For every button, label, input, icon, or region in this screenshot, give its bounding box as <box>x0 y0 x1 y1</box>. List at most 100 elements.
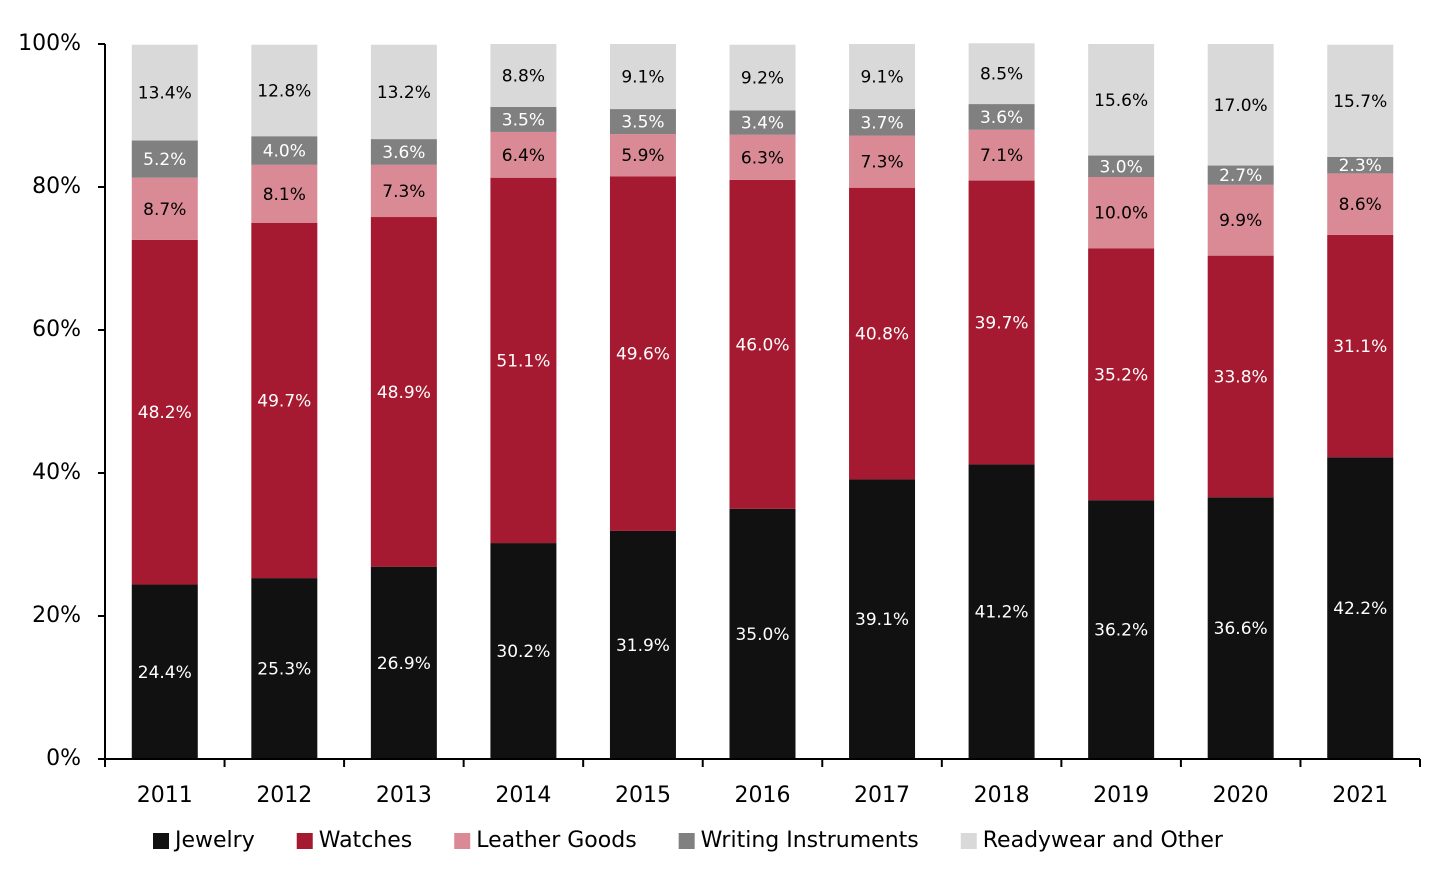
x-tick-label: 2017 <box>854 783 910 808</box>
bar-segment <box>849 135 916 188</box>
bar-segment <box>1088 44 1155 156</box>
legend-swatch <box>960 833 977 849</box>
x-tick-label: 2012 <box>256 783 312 808</box>
data-label: 8.8% <box>502 66 545 86</box>
data-label: 7.3% <box>382 182 425 202</box>
bar-segment <box>609 44 676 110</box>
x-tick-label: 2020 <box>1213 783 1269 808</box>
bar-segment <box>1327 44 1394 157</box>
bar-segment <box>1327 156 1394 174</box>
data-label: 49.7% <box>257 391 311 411</box>
data-label: 5.2% <box>143 150 186 170</box>
bar-segment <box>849 109 916 136</box>
x-tick-label: 2013 <box>376 783 432 808</box>
bar-segment <box>131 239 198 585</box>
data-label: 48.9% <box>377 383 431 403</box>
data-label: 3.5% <box>621 113 664 133</box>
data-label: 3.4% <box>741 114 784 134</box>
data-label: 2.3% <box>1339 156 1382 176</box>
data-label: 8.5% <box>980 65 1023 85</box>
data-label: 6.3% <box>741 148 784 168</box>
data-label: 41.2% <box>975 603 1029 623</box>
data-label: 35.2% <box>1094 365 1148 385</box>
bar-segment <box>251 222 318 579</box>
bar-segment <box>370 139 437 165</box>
x-tick-label: 2011 <box>137 783 193 808</box>
legend-label: Jewelry <box>173 828 255 853</box>
bar-segment <box>1207 255 1274 498</box>
legend-label: Watches <box>319 828 413 853</box>
legend-label: Leather Goods <box>476 828 636 853</box>
data-label: 39.7% <box>975 313 1029 333</box>
bar-segment <box>729 110 796 135</box>
bar-segment <box>490 106 557 132</box>
y-tick-label: 60% <box>32 317 81 342</box>
data-label: 26.9% <box>377 654 431 674</box>
y-tick-label: 20% <box>32 603 81 628</box>
bar-segment <box>490 44 557 107</box>
bar-segment <box>131 177 198 240</box>
bar-segment <box>968 464 1035 759</box>
legend-swatch <box>153 833 169 849</box>
x-tick-label: 2015 <box>615 783 671 808</box>
x-tick-label: 2018 <box>974 783 1030 808</box>
data-label: 15.7% <box>1333 92 1387 112</box>
bar-segment <box>729 134 796 180</box>
data-label: 25.3% <box>257 660 311 680</box>
data-label: 7.1% <box>980 146 1023 166</box>
x-tick-label: 2021 <box>1332 783 1388 808</box>
bar-segment <box>490 543 557 759</box>
y-tick-label: 40% <box>32 460 81 485</box>
data-label: 7.3% <box>860 153 903 173</box>
data-label: 42.2% <box>1333 599 1387 619</box>
bar-segment <box>370 164 437 218</box>
data-label: 3.0% <box>1100 157 1143 177</box>
data-label: 17.0% <box>1214 96 1268 116</box>
legend-swatch <box>296 833 313 849</box>
data-label: 51.1% <box>496 351 550 371</box>
bar-segment <box>968 129 1035 181</box>
bar-segment <box>729 508 796 759</box>
bar-segment <box>1088 176 1155 249</box>
data-label: 12.8% <box>257 81 311 101</box>
data-label: 40.8% <box>855 325 909 345</box>
data-label: 36.2% <box>1094 621 1148 641</box>
data-label: 35.0% <box>735 625 789 645</box>
data-label: 30.2% <box>496 642 550 662</box>
bar-segment <box>849 44 916 110</box>
bar-segment <box>1088 500 1155 759</box>
bar-segment <box>131 584 198 759</box>
x-tick-label: 2019 <box>1093 783 1149 808</box>
data-label: 13.4% <box>138 84 192 104</box>
data-label: 8.7% <box>143 200 186 220</box>
data-label: 31.1% <box>1333 337 1387 357</box>
data-label: 49.6% <box>616 345 670 365</box>
bar-segment <box>968 43 1035 105</box>
data-label: 2.7% <box>1219 166 1262 186</box>
x-tick-label: 2016 <box>735 783 791 808</box>
legend-label: Writing Instruments <box>701 828 919 853</box>
bar-segment <box>609 530 676 759</box>
data-label: 24.4% <box>138 663 192 683</box>
data-label: 6.4% <box>502 146 545 166</box>
data-label: 10.0% <box>1094 204 1148 224</box>
data-label: 8.1% <box>263 185 306 205</box>
x-tick-label: 2014 <box>495 783 551 808</box>
legend-swatch <box>454 833 471 849</box>
data-label: 9.9% <box>1219 211 1262 231</box>
legend-label: Readywear and Other <box>983 828 1224 853</box>
bar-segment <box>1207 497 1274 759</box>
data-label: 4.0% <box>263 142 306 162</box>
bar-segment <box>729 179 796 509</box>
data-label: 3.5% <box>502 110 545 130</box>
bar-segment <box>1327 457 1394 759</box>
data-label: 39.1% <box>855 610 909 630</box>
data-label: 3.7% <box>860 113 903 133</box>
data-label: 33.8% <box>1214 367 1268 387</box>
data-label: 9.1% <box>860 68 903 88</box>
y-tick-label: 80% <box>32 174 81 199</box>
data-label: 48.2% <box>138 403 192 423</box>
bar-segment <box>251 578 318 759</box>
data-label: 31.9% <box>616 636 670 656</box>
